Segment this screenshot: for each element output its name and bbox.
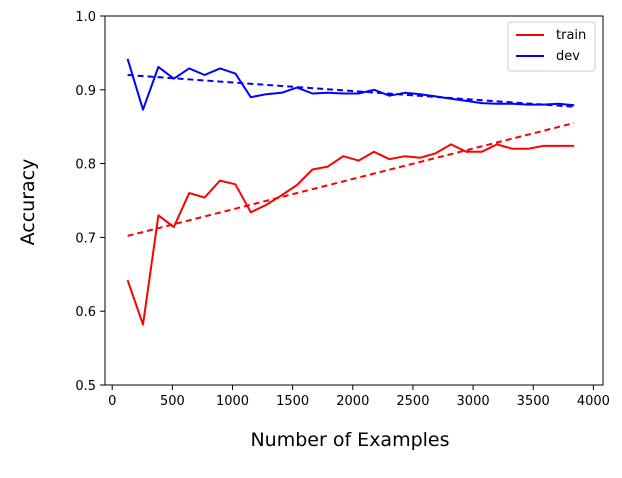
trendline-blue-dashed	[127, 74, 575, 108]
y-tick-label: 0.7	[75, 231, 96, 246]
legend-train-label: train	[556, 28, 586, 43]
x-axis-ticks: 0 500 1000 1500 2000 2500 3000 3500 4000	[108, 385, 610, 409]
legend: train dev	[507, 21, 596, 72]
x-tick-label: 500	[160, 394, 185, 409]
y-tick-label: 0.6	[75, 305, 96, 320]
y-tick-label: 0.9	[75, 84, 96, 99]
y-tick-label: 0.5	[75, 379, 96, 394]
series-train-line	[126, 143, 575, 326]
x-tick-label: 1000	[216, 394, 249, 409]
plot-frame	[104, 15, 604, 386]
series-layer	[126, 58, 575, 326]
x-tick-label: 0	[108, 394, 116, 409]
legend-dev-label: dev	[556, 49, 580, 64]
x-tick-label: 3500	[517, 394, 550, 409]
x-tick-label: 2000	[336, 394, 369, 409]
y-axis-title: Accuracy	[17, 159, 39, 246]
series-dev-line	[126, 58, 575, 111]
y-axis-ticks: 0.5 0.6 0.7 0.8 0.9 1.0	[75, 10, 105, 394]
y-tick-label: 0.8	[75, 158, 96, 173]
y-tick-label: 1.0	[75, 10, 96, 25]
x-tick-label: 1500	[276, 394, 309, 409]
axes-layer	[104, 15, 604, 386]
x-tick-label: 4000	[577, 394, 610, 409]
x-tick-label: 2500	[396, 394, 429, 409]
x-tick-label: 3000	[457, 394, 490, 409]
x-axis-title: Number of Examples	[250, 429, 449, 451]
trendline-red-dashed	[127, 122, 575, 237]
